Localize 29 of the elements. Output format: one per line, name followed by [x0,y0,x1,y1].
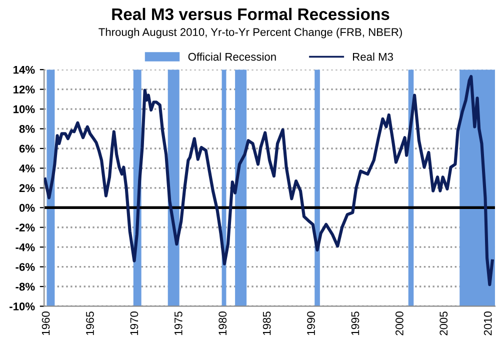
legend-label: Official Recession [188,52,276,61]
y-tick-label: 0% [19,204,35,212]
y-tick-label: -2% [16,224,35,232]
legend-label: Real M3 [353,52,393,61]
y-tick-label: 10% [14,105,35,114]
x-tick-label: 1990 [307,312,315,335]
chart-subtitle: Through August 2010, Yr-to-Yr Percent Change (FRB, NBER) [98,28,402,38]
y-tick-label: 14% [14,66,35,74]
y-tick-label: 2% [19,184,35,192]
y-tick-label: -4% [16,243,35,252]
y-tick-label: -10% [10,302,35,310]
x-tick-label: 2000 [396,312,404,336]
y-tick-label: 8% [19,125,35,133]
y-tick-label: 12% [14,86,35,94]
x-tick-label: 1960 [42,312,50,335]
y-tick-label: -8% [16,282,35,291]
y-tick-label: -6% [16,263,35,271]
x-tick-label: 1975 [174,312,182,335]
x-tick-label: 1985 [262,312,271,335]
y-tick-label: 4% [19,164,35,172]
x-tick-label: 1980 [218,312,227,335]
x-tick-label: 1970 [130,312,138,335]
line-series [44,74,494,286]
chart-title: Real M3 versus Formal Recessions [112,8,390,20]
x-tick-label: 1965 [86,312,94,335]
x-tick-label: 1995 [351,312,360,335]
x-tick-label: 2005 [440,312,448,336]
y-tick-label: 6% [19,144,35,153]
x-tick-label: 2010 [484,312,492,336]
